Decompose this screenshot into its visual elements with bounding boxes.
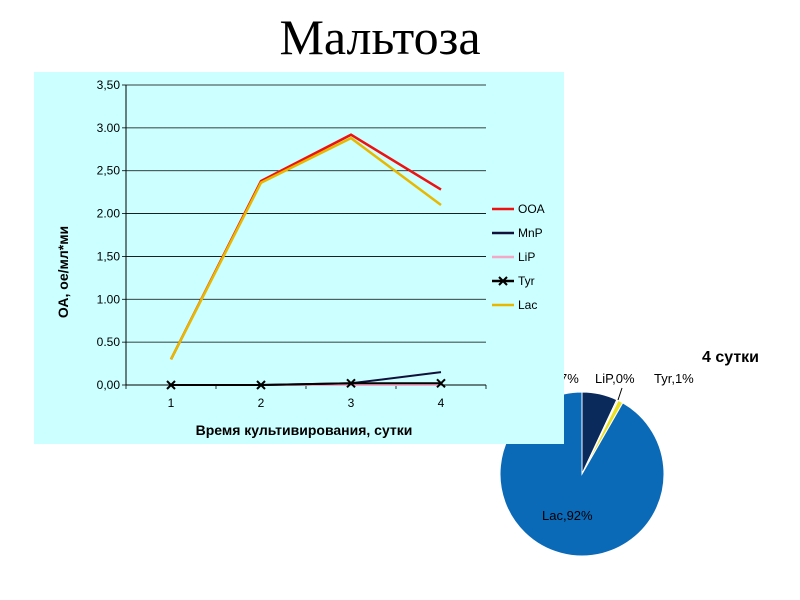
page-title: Мальтоза	[279, 9, 481, 65]
series-line-ooa	[169, 133, 442, 360]
y-tick-label: 2.00	[97, 207, 121, 221]
x-tick-label: 4	[438, 396, 445, 410]
x-tick-label: 2	[258, 396, 265, 410]
y-tick-label: 1,50	[97, 249, 121, 263]
y-tick-label: 2,50	[97, 164, 121, 178]
data-point-tyr	[166, 380, 176, 390]
x-axis-label: Время культивирования, сутки	[196, 422, 413, 438]
legend-item-lac: Lac	[492, 298, 537, 312]
series-line-lac	[169, 136, 442, 360]
series-line-tyr	[171, 382, 441, 386]
pie-label-tyr: Tyr,1%	[654, 371, 694, 386]
y-tick-label: 0,00	[97, 378, 121, 392]
y-tick-label: 1.00	[97, 292, 121, 306]
legend-label: OOA	[518, 202, 545, 216]
y-tick-label: 3.00	[97, 121, 121, 135]
legend-label: MnP	[518, 226, 543, 240]
pie-label-lac: Lac,92%	[542, 508, 593, 523]
data-point-tyr	[346, 378, 356, 388]
y-tick-label: 0.50	[97, 335, 121, 349]
legend-item-lip: LiP	[492, 250, 535, 264]
data-point-tyr	[436, 378, 446, 388]
legend-label: Tyr	[518, 274, 535, 288]
line-chart-panel: 0,00 0.50 1.00 1,50 2.00 2,50 3.00 3,50 1 2 3 4 ОА…	[34, 72, 564, 444]
legend-item-mnp: MnP	[492, 226, 543, 240]
y-tick-label: 3,50	[97, 78, 121, 92]
legend-label: Lac	[518, 298, 537, 312]
x-tick-label: 1	[168, 396, 175, 410]
pie-leader-line	[617, 387, 623, 401]
line-chart: 0,00 0.50 1.00 1,50 2.00 2,50 3.00 3,50 1 2 3 4 ОА…	[55, 78, 545, 438]
legend-item-tyr: Tyr	[492, 274, 535, 288]
x-tick-label: 3	[348, 396, 355, 410]
pie-label-mnp: 7%	[560, 371, 579, 386]
data-point-tyr	[256, 380, 266, 390]
pie-label-lip: LiP,0%	[595, 371, 635, 386]
y-axis-label: ОА, ое/мл*ми	[55, 226, 71, 318]
legend-item-ooa: OOA	[492, 202, 545, 216]
legend-label: LiP	[518, 250, 535, 264]
pie-title: 4 сутки	[702, 349, 759, 366]
